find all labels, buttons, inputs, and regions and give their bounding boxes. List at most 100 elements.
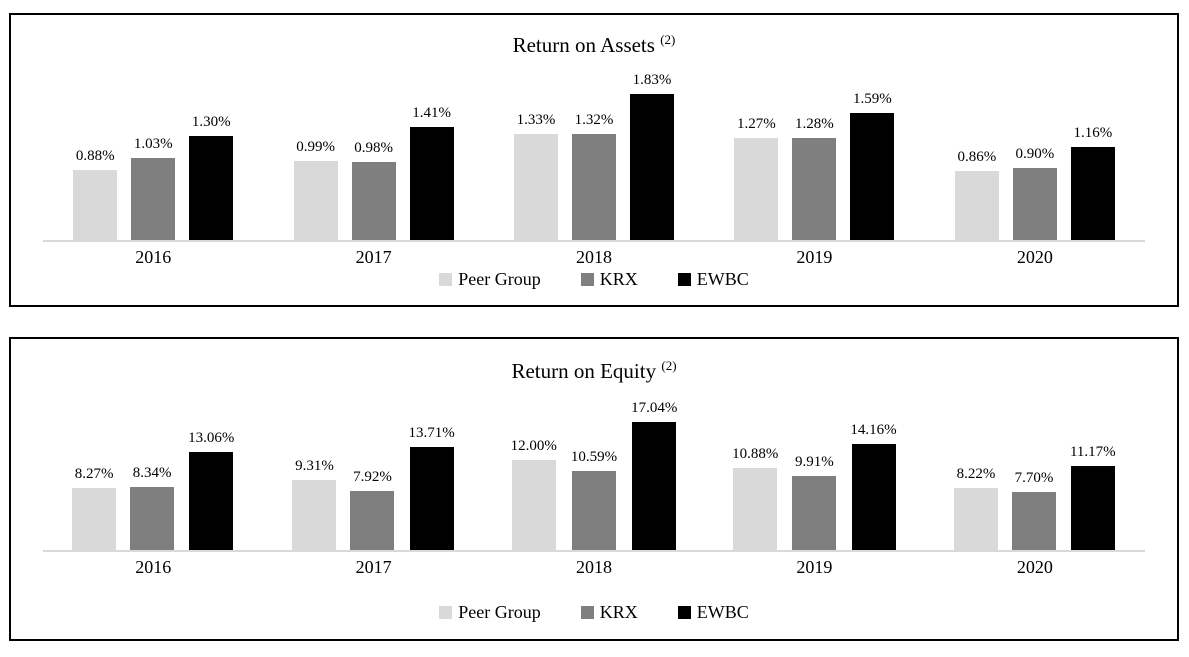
legend-swatch (677, 606, 691, 619)
bar-column: 0.98% (351, 139, 396, 240)
legend-swatch (580, 606, 594, 619)
x-axis-label: 2016 (135, 557, 172, 577)
bar-value-label: 9.31% (295, 458, 334, 475)
bar-group-2018: 1.33% 1.32% 1.83% (514, 71, 675, 240)
bar-value-label: 1.28% (795, 115, 834, 132)
bar-value-label: 10.59% (570, 448, 618, 465)
bar-peer-group-2017 (292, 480, 337, 550)
x-axis-cell: 2016 (43, 556, 263, 578)
bar-value-label: 11.17% (1069, 444, 1116, 461)
bar-krx-2016 (130, 487, 175, 550)
category-group: 10.88% 9.91% 14.16% (704, 421, 924, 550)
bar-column: 8.22% (953, 465, 998, 550)
bar-peer-group-2019 (734, 138, 779, 240)
category-group: 1.33% 1.32% 1.83% (484, 71, 704, 240)
bar-column: 1.30% (189, 113, 234, 240)
x-axis-cell: 2020 (925, 556, 1145, 578)
bar-value-label: 1.33% (516, 111, 556, 128)
bar-group-2016: 0.88% 1.03% 1.30% (73, 113, 234, 240)
x-axis-cell: 2020 (925, 246, 1145, 268)
bar-column: 13.71% (408, 424, 455, 550)
legend-item-ewbc: EWBC (677, 602, 749, 623)
bar-krx-2016 (131, 157, 176, 240)
x-axis-cell: 2019 (704, 556, 924, 578)
bar-column: 14.16% (850, 421, 897, 550)
legend-label: Peer Group (458, 269, 541, 289)
return-on-assets-chart: Return on Assets (2) 0.88% 1.03% 1.30% 0.99… (9, 13, 1179, 307)
category-group: 0.88% 1.03% 1.30% (43, 113, 263, 240)
category-group: 8.27% 8.34% 13.06% (43, 429, 263, 550)
bar-column: 0.88% (73, 147, 118, 240)
bar-value-label: 8.27% (74, 465, 114, 482)
chart-title-text: Return on Assets (512, 33, 655, 57)
bar-column: 10.88% (732, 445, 778, 550)
bar-value-label: 1.83% (632, 71, 672, 88)
legend-item-ewbc: EWBC (677, 269, 749, 290)
bar-column: 1.28% (792, 115, 837, 240)
bar-group-2016: 8.27% 8.34% 13.06% (72, 429, 234, 550)
bar-ewbc-2020 (1070, 466, 1115, 550)
x-axis-label: 2020 (1016, 557, 1053, 577)
bar-krx-2018 (572, 470, 617, 550)
category-group: 9.31% 7.92% 13.71% (263, 424, 483, 550)
bar-column: 8.34% (130, 464, 175, 550)
chart-title: Return on Equity (2) (11, 339, 1177, 384)
bar-value-label: 1.59% (853, 90, 892, 107)
bar-group-2019: 10.88% 9.91% 14.16% (732, 421, 897, 550)
bar-value-label: 1.27% (737, 116, 776, 133)
x-axis-label: 2016 (135, 247, 172, 267)
legend-swatch (439, 273, 453, 286)
x-axis: 2016 2017 2018 2019 2020 (43, 552, 1145, 578)
footnote-marker: (2) (660, 32, 676, 47)
bar-column: 1.27% (734, 115, 779, 240)
category-group: 0.86% 0.90% 1.16% (925, 124, 1145, 240)
bar-group-2017: 9.31% 7.92% 13.71% (292, 424, 455, 550)
bar-column: 13.06% (188, 429, 234, 550)
bar-value-label: 7.70% (1014, 470, 1054, 487)
bar-column: 0.99% (293, 138, 338, 240)
bar-column: 10.59% (571, 448, 617, 550)
bar-peer-group-2017 (293, 160, 338, 240)
bar-peer-group-2020 (954, 171, 999, 240)
bar-value-label: 1.16% (1073, 125, 1113, 142)
bar-column: 12.00% (511, 437, 557, 550)
bar-krx-2019 (792, 137, 837, 240)
bar-value-label: 1.03% (133, 135, 173, 152)
bar-value-label: 8.34% (132, 465, 172, 482)
category-group: 12.00% 10.59% 17.04% (484, 399, 704, 550)
legend-label: Peer Group (458, 602, 541, 622)
bar-krx-2020 (1011, 492, 1056, 550)
bar-value-label: 10.88% (732, 446, 779, 463)
x-axis: 2016 2017 2018 2019 2020 (43, 242, 1145, 268)
legend-swatch (677, 273, 691, 286)
bar-krx-2020 (1012, 168, 1057, 240)
bar-peer-group-2019 (733, 468, 778, 550)
plot-area: 0.88% 1.03% 1.30% 0.99% 0.98% 1.41% 1.33% 1.32%… (43, 58, 1145, 242)
bar-group-2020: 8.22% 7.70% 11.17% (953, 443, 1116, 550)
bar-ewbc-2019 (850, 112, 895, 240)
bar-krx-2017 (350, 490, 395, 550)
bar-ewbc-2017 (409, 127, 454, 240)
bar-ewbc-2016 (189, 136, 234, 240)
x-axis-cell: 2017 (263, 556, 483, 578)
x-axis-cell: 2017 (263, 246, 483, 268)
x-axis-label: 2018 (576, 557, 613, 577)
bar-value-label: 1.41% (412, 105, 451, 122)
bar-value-label: 9.91% (795, 453, 834, 470)
legend-item-peer-group: Peer Group (439, 269, 541, 290)
bar-column: 17.04% (631, 399, 677, 550)
bar-group-2019: 1.27% 1.28% 1.59% (734, 90, 895, 240)
bar-value-label: 17.04% (631, 400, 678, 417)
bar-peer-group-2016 (73, 169, 118, 240)
bar-column: 0.90% (1012, 145, 1057, 240)
x-axis-cell: 2019 (704, 246, 924, 268)
bar-ewbc-2017 (409, 447, 454, 550)
bar-column: 1.41% (409, 104, 454, 240)
bar-ewbc-2018 (632, 422, 677, 550)
x-axis-cell: 2016 (43, 246, 263, 268)
footnote-marker: (2) (661, 358, 677, 373)
bar-value-label: 0.88% (75, 147, 115, 164)
bar-ewbc-2020 (1070, 147, 1115, 240)
bar-value-label: 0.99% (296, 138, 335, 155)
bar-group-2018: 12.00% 10.59% 17.04% (511, 399, 677, 550)
